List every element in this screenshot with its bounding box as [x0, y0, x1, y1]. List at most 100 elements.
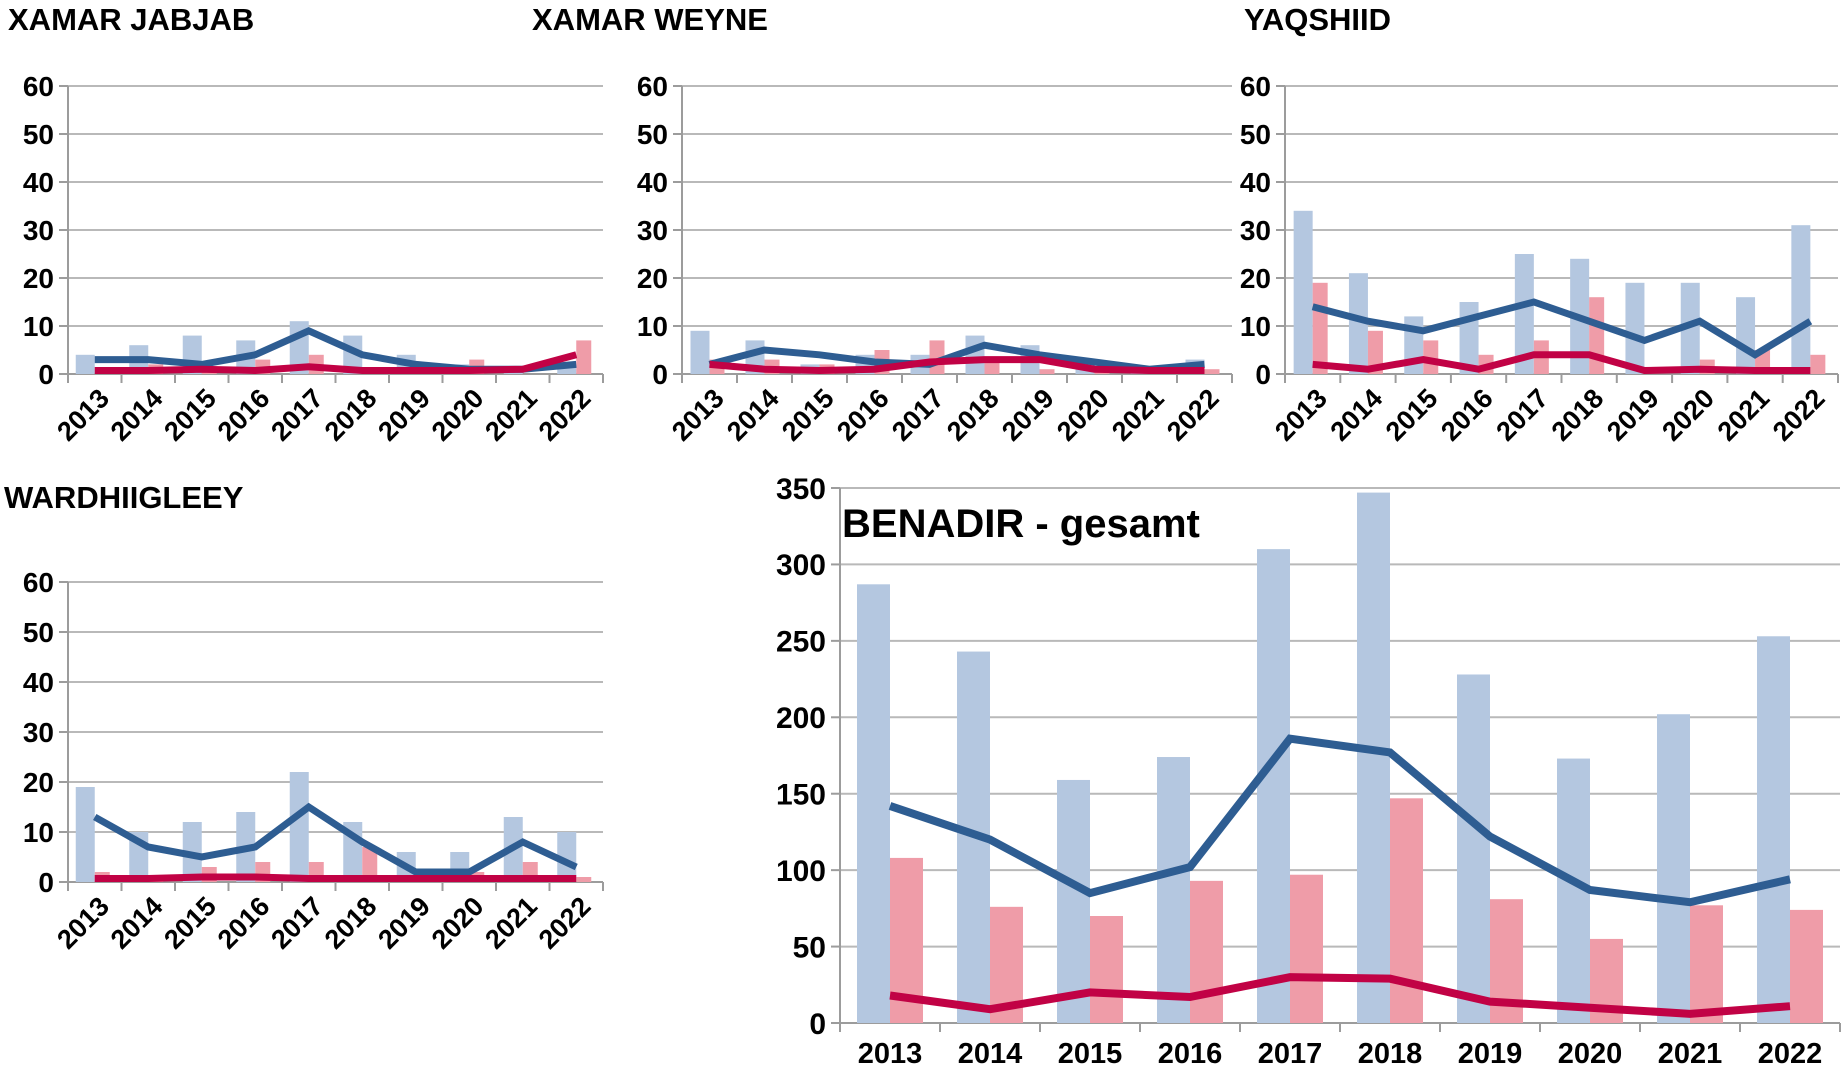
y-tick-label: 50	[637, 119, 668, 150]
bar	[1757, 636, 1790, 1023]
bar	[1357, 492, 1390, 1024]
bar	[1457, 674, 1490, 1023]
bar	[1390, 798, 1423, 1023]
y-tick-label: 0	[652, 359, 668, 390]
bar	[1736, 297, 1756, 374]
bar	[1090, 916, 1123, 1023]
bar	[1290, 874, 1323, 1023]
y-tick-label: 20	[637, 263, 668, 294]
bar	[690, 330, 710, 374]
bar	[1348, 273, 1368, 374]
bar	[965, 335, 985, 374]
y-tick-label: 250	[776, 626, 826, 659]
y-tick-label: 40	[637, 167, 668, 198]
y-tick-label: 10	[23, 817, 54, 848]
bar	[1791, 225, 1811, 374]
x-tick-label: 2017	[1258, 1038, 1323, 1070]
y-tick-label: 100	[776, 855, 826, 888]
y-tick-label: 0	[38, 867, 54, 898]
bar	[1680, 282, 1700, 374]
y-tick-label: 50	[1240, 119, 1271, 150]
y-tick-label: 50	[23, 119, 54, 150]
x-tick-label: 2018	[319, 891, 383, 955]
bar	[984, 359, 1000, 374]
y-tick-label: 30	[23, 717, 54, 748]
bar	[1589, 297, 1605, 374]
x-tick-label: 2020	[426, 891, 490, 955]
chart-title-benadir-gesamt: BENADIR - gesamt	[842, 502, 1200, 546]
y-tick-label: 300	[776, 549, 826, 582]
x-tick-label: 2019	[372, 383, 436, 447]
chart-canvas-wardhiigleey: 0 10 20 30 40 50 60 201320142015201620172018201…	[23, 567, 604, 955]
blue-bars	[857, 492, 1790, 1024]
x-tick-label: 2019	[1458, 1038, 1523, 1070]
x-tick-label: 2017	[265, 891, 329, 955]
y-tick-label: 10	[637, 311, 668, 342]
x-tick-label: 2022	[533, 891, 597, 955]
y-tick-label: 40	[1240, 167, 1271, 198]
bar	[75, 354, 95, 374]
y-tick-label: 30	[637, 215, 668, 246]
bar	[1039, 369, 1055, 374]
y-axis-labels: 0 10 20 30 40 50 60	[23, 567, 54, 898]
bar	[1625, 282, 1645, 374]
y-tick-label: 60	[1240, 71, 1271, 102]
chart-xamar-weyne: XAMAR WEYNE 0 10 20 30 40 50 60 2013 2014 2015 201…	[530, 0, 1244, 460]
bar	[1257, 549, 1290, 1023]
blue-bars	[75, 772, 577, 882]
x-tick-label: 2015	[1058, 1038, 1123, 1070]
bar	[1657, 714, 1690, 1023]
x-tick-label: 2013	[858, 1038, 923, 1070]
y-tick-label: 40	[23, 167, 54, 198]
axis	[673, 85, 1233, 383]
y-axis-labels: 0 10 20 30 40 50 60	[1240, 71, 1271, 390]
y-tick-label: 20	[23, 263, 54, 294]
bar	[1690, 905, 1723, 1023]
red-line	[94, 351, 578, 375]
x-tick-label: 2015	[158, 383, 222, 447]
chart-xamar-jabjab: XAMAR JABJAB 0 10 20 30 40 50 60 2013 2014 2015 20…	[0, 0, 630, 460]
y-tick-label: 60	[23, 567, 54, 598]
x-tick-label: 2021	[479, 891, 543, 955]
y-tick-label: 200	[776, 702, 826, 735]
bar	[557, 364, 577, 374]
y-tick-label: 40	[23, 667, 54, 698]
chart-title-xamar-weyne: XAMAR WEYNE	[532, 2, 768, 37]
y-tick-label: 20	[23, 767, 54, 798]
red-line	[94, 873, 577, 882]
red-line	[889, 973, 1791, 1018]
red-line	[709, 356, 1205, 375]
x-tick-label: 2016	[212, 891, 276, 955]
x-tick-label: 2013	[51, 891, 115, 955]
bar	[1190, 880, 1223, 1023]
chart-title-yaqshiid: YAQSHIID	[1244, 2, 1392, 37]
red-line	[1312, 351, 1811, 375]
y-tick-label: 50	[793, 931, 826, 964]
x-tick-label: 2014	[958, 1038, 1023, 1070]
chart-canvas-yaqshiid: 0102030405060201320142015201620172018201…	[1240, 71, 1839, 447]
chart-yaqshiid: YAQSHIID 0 10 20 30 40 50 60 2013 2014 2015 2016 20…	[1230, 0, 1844, 460]
bar	[1293, 210, 1313, 374]
chart-wardhiigleey: WARDHIIGLEEY 0 10 20 30 40 50 60 2013 2014 2015 20…	[0, 455, 630, 1080]
x-tick-label: 2021	[1658, 1038, 1723, 1070]
x-tick-label: 2020	[426, 383, 490, 447]
x-tick-label: 2015	[158, 891, 222, 955]
blue-line	[93, 802, 578, 876]
x-tick-label: 2016	[1158, 1038, 1223, 1070]
x-tick-label: 2022	[1758, 1038, 1823, 1070]
bar	[75, 787, 95, 882]
y-tick-label: 0	[38, 359, 54, 390]
chart-canvas-xamar-jabjab: 0 10 20 30 40 50 60 201320142015201620172018201…	[23, 71, 604, 447]
blue-line	[94, 326, 577, 373]
bar	[1514, 254, 1534, 374]
chart-title-wardhiigleey: WARDHIIGLEEY	[4, 480, 244, 515]
bar	[1423, 340, 1439, 374]
bar	[857, 584, 890, 1023]
y-tick-label: 60	[637, 71, 668, 102]
y-tick-label: 20	[1240, 263, 1271, 294]
gridlines	[682, 85, 1232, 327]
x-tick-label: 2013	[51, 383, 115, 447]
x-tick-label: 2014	[105, 383, 169, 447]
